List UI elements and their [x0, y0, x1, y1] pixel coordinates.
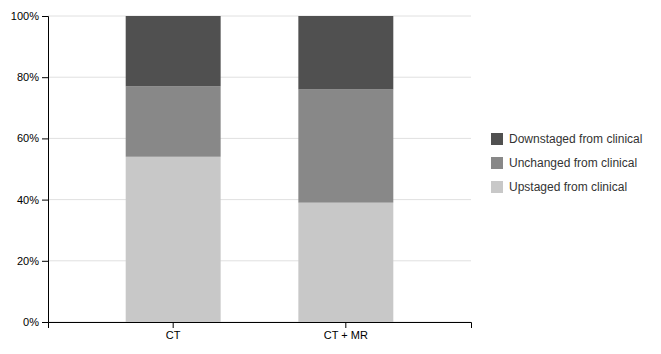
bar: [126, 16, 221, 86]
legend-item: Upstaged from clinical: [491, 180, 627, 194]
y-tick-label: 20%: [17, 255, 39, 267]
bar: [298, 89, 393, 202]
grid-line: [48, 199, 471, 200]
bar: [298, 16, 393, 89]
x-tick-label: CT + MR: [324, 329, 368, 341]
legend-label: Downstaged from clinical: [509, 132, 642, 146]
x-tick-mark: [173, 322, 174, 328]
y-tick: 100%: [11, 10, 48, 22]
legend-swatch: [491, 133, 503, 145]
series: [126, 86, 394, 202]
x-axis: CT CT + MR: [49, 322, 472, 341]
grid: [48, 16, 471, 322]
y-tick: 60%: [17, 132, 48, 144]
y-tick-label: 60%: [17, 132, 39, 144]
grid-line: [48, 138, 471, 139]
grid-line: [48, 260, 471, 261]
y-tick-label: 80%: [17, 71, 39, 83]
y-tick-mark: [42, 200, 48, 201]
bars: [126, 16, 394, 322]
legend-item: Downstaged from clinical: [491, 132, 642, 146]
x-tick: CT: [166, 322, 181, 341]
y-tick: 40%: [17, 194, 48, 206]
legend-item: Unchanged from clinical: [491, 156, 637, 170]
legend: Downstaged from clinical Unchanged from c…: [491, 132, 642, 194]
bar: [298, 203, 393, 322]
y-tick-label: 0%: [23, 316, 39, 328]
y-tick: 0%: [23, 316, 48, 328]
x-tick-mark: [345, 322, 346, 328]
y-tick-mark: [42, 77, 48, 78]
y-tick: 80%: [17, 71, 48, 83]
legend-label: Unchanged from clinical: [509, 156, 637, 170]
y-tick-mark: [42, 322, 48, 323]
y-tick-label: 100%: [11, 10, 39, 22]
bar: [126, 86, 221, 156]
y-tick: 20%: [17, 255, 48, 267]
x-tick: CT + MR: [324, 322, 368, 341]
legend-swatch: [491, 181, 503, 193]
series: [126, 16, 394, 89]
grid-line: [48, 16, 471, 17]
y-tick-mark: [42, 16, 48, 17]
legend-swatch: [491, 157, 503, 169]
chart: 0% 20% 40% 60% 80% 100% CT CT + MR Downstaged fr…: [0, 0, 661, 354]
grid-line: [48, 77, 471, 78]
y-tick-mark: [42, 261, 48, 262]
plot: 0% 20% 40% 60% 80% 100% CT CT + MR: [11, 10, 472, 341]
y-tick-mark: [42, 138, 48, 139]
x-tick-label: CT: [166, 329, 181, 341]
bar: [126, 157, 221, 322]
y-axis-line: [42, 17, 49, 323]
y-axis: 0% 20% 40% 60% 80% 100%: [11, 10, 49, 328]
legend-label: Upstaged from clinical: [509, 180, 627, 194]
y-tick-label: 40%: [17, 194, 39, 206]
x-axis-line: [49, 323, 472, 329]
